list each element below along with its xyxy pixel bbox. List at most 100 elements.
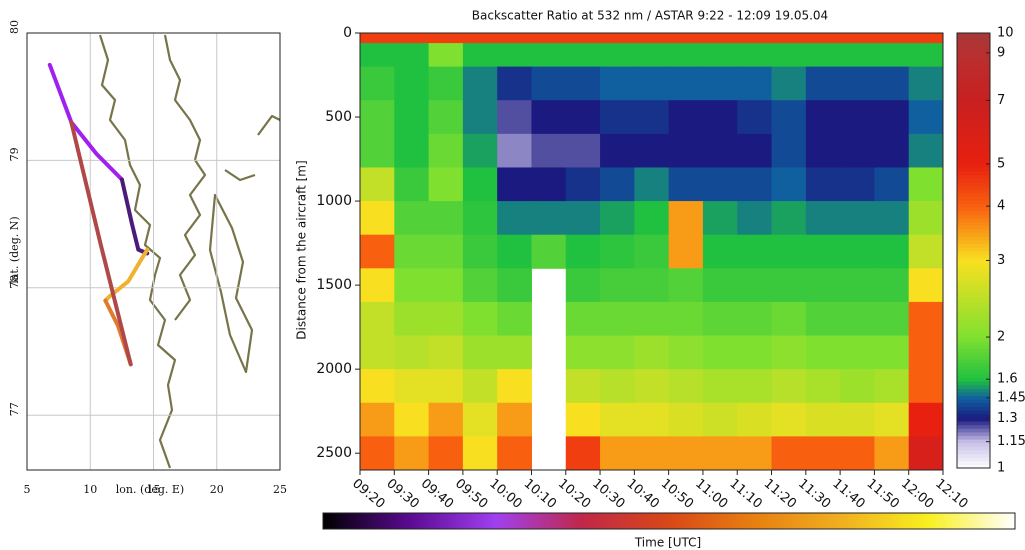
heatmap-cell xyxy=(428,43,464,68)
heatmap-cell xyxy=(462,66,498,101)
colorbar-swatch xyxy=(957,120,990,125)
heatmap-cell xyxy=(840,201,875,236)
x-tick-label: 11:30 xyxy=(795,476,833,512)
heatmap-cell xyxy=(600,201,635,236)
colorbar-swatch xyxy=(957,203,990,208)
x-tick-label: 09:30 xyxy=(383,476,421,512)
heatmap-cell xyxy=(737,133,773,168)
heatmap-cell xyxy=(874,133,910,168)
colorbar-swatch xyxy=(957,442,990,447)
heatmap-cell xyxy=(394,369,430,404)
x-tick-label: 15 xyxy=(147,483,161,496)
colorbar-label: Time [UTC] xyxy=(634,536,701,550)
colorbar-swatch xyxy=(957,72,990,78)
heatmap-cell xyxy=(394,335,430,370)
heatmap-cell xyxy=(805,33,841,44)
heatmap-cell xyxy=(428,100,464,135)
colorbar-swatch xyxy=(957,308,990,313)
heatmap-cell xyxy=(360,436,395,471)
heatmap-cell xyxy=(497,369,532,404)
heatmap-cell xyxy=(805,369,841,404)
x-tick-label: 12:10 xyxy=(932,476,970,512)
heatmap-cell xyxy=(908,369,944,404)
heatmap-cell xyxy=(908,33,944,44)
heatmap-cell xyxy=(428,201,464,236)
colorbar-swatch xyxy=(957,243,990,248)
heatmap-cell xyxy=(428,234,464,269)
colorbar-swatch xyxy=(957,446,990,451)
colorbar-swatch xyxy=(957,333,990,339)
colorbar-swatch xyxy=(957,352,990,357)
heatmap-cell xyxy=(462,133,498,168)
colorbar-swatch xyxy=(957,420,990,426)
heatmap-cell xyxy=(394,268,430,303)
colorbar-swatch xyxy=(957,138,990,143)
colorbar-swatch xyxy=(957,395,990,400)
heatmap-cell xyxy=(702,167,738,202)
heatmap-cell xyxy=(805,234,841,269)
heatmap-cell xyxy=(771,66,807,101)
heatmap-cell xyxy=(565,234,601,269)
coastline xyxy=(208,193,254,374)
colorbar-swatch xyxy=(957,58,990,63)
colorbar-swatch xyxy=(957,199,990,204)
colorbar-swatch xyxy=(957,301,990,306)
coastline xyxy=(163,34,207,321)
colorbar-swatch xyxy=(957,170,990,175)
heatmap-cell xyxy=(462,335,498,370)
heatmap-cell xyxy=(600,43,635,68)
heatmap-cell xyxy=(600,133,635,168)
heatmap-cell xyxy=(394,234,430,269)
colorbar-swatch xyxy=(957,163,990,168)
heatmap-cell xyxy=(600,369,635,404)
coastline xyxy=(224,169,256,182)
colorbar-swatch xyxy=(957,319,990,324)
heatmap-cell xyxy=(360,100,395,135)
colorbar-swatch xyxy=(957,294,990,299)
heatmap-cell xyxy=(360,167,395,202)
colorbar-swatch xyxy=(957,435,990,440)
heatmap-cell xyxy=(702,436,738,471)
heatmap-cell xyxy=(771,268,807,303)
heatmap-cell xyxy=(771,33,807,44)
colorbar-tick-label: 1 xyxy=(997,461,1005,476)
heatmap-cell xyxy=(497,43,532,68)
heatmap-cell xyxy=(497,234,532,269)
heatmap-cell xyxy=(805,201,841,236)
x-tick-label: 10:10 xyxy=(521,476,559,512)
heatmap-cell xyxy=(462,402,498,437)
colorbar-swatch xyxy=(957,188,990,194)
heatmap-cell xyxy=(908,402,944,437)
heatmap-cell xyxy=(874,167,910,202)
heatmap-cell xyxy=(462,43,498,68)
colorbar-tick-label: 3 xyxy=(997,253,1005,268)
y-tick-label: 1000 xyxy=(316,193,352,209)
x-tick-label: 25 xyxy=(273,483,287,496)
colorbar-swatch xyxy=(957,402,990,407)
heatmap-cell xyxy=(497,100,532,135)
colorbar-swatch xyxy=(957,406,990,411)
heatmap-cell xyxy=(600,436,635,471)
heatmap-cell xyxy=(771,402,807,437)
heatmap-cell xyxy=(462,167,498,202)
heatmap-cell xyxy=(874,369,910,404)
heatmap-cell xyxy=(394,100,430,135)
heatmap-cell xyxy=(394,402,430,437)
heatmap-cell xyxy=(394,66,430,101)
x-tick-label: 11:50 xyxy=(864,476,902,512)
x-tick-label: 10:50 xyxy=(658,476,696,512)
heatmap-cell xyxy=(771,133,807,168)
y-tick-label: 79 xyxy=(8,147,21,161)
colorbar-swatch xyxy=(957,341,990,346)
heatmap-cell xyxy=(771,301,807,337)
colorbar-tick-label: 4 xyxy=(997,199,1005,214)
heatmap-cell xyxy=(874,335,910,370)
colorbar-swatch xyxy=(957,87,990,92)
heatmap-cell xyxy=(668,201,704,236)
x-tick-label: 11:10 xyxy=(726,476,764,512)
colorbar-swatch xyxy=(957,399,990,404)
colorbar-swatch xyxy=(957,272,990,277)
heatmap-cell xyxy=(360,301,395,337)
colorbar-swatch xyxy=(957,381,990,386)
heatmap-cell xyxy=(737,33,773,44)
